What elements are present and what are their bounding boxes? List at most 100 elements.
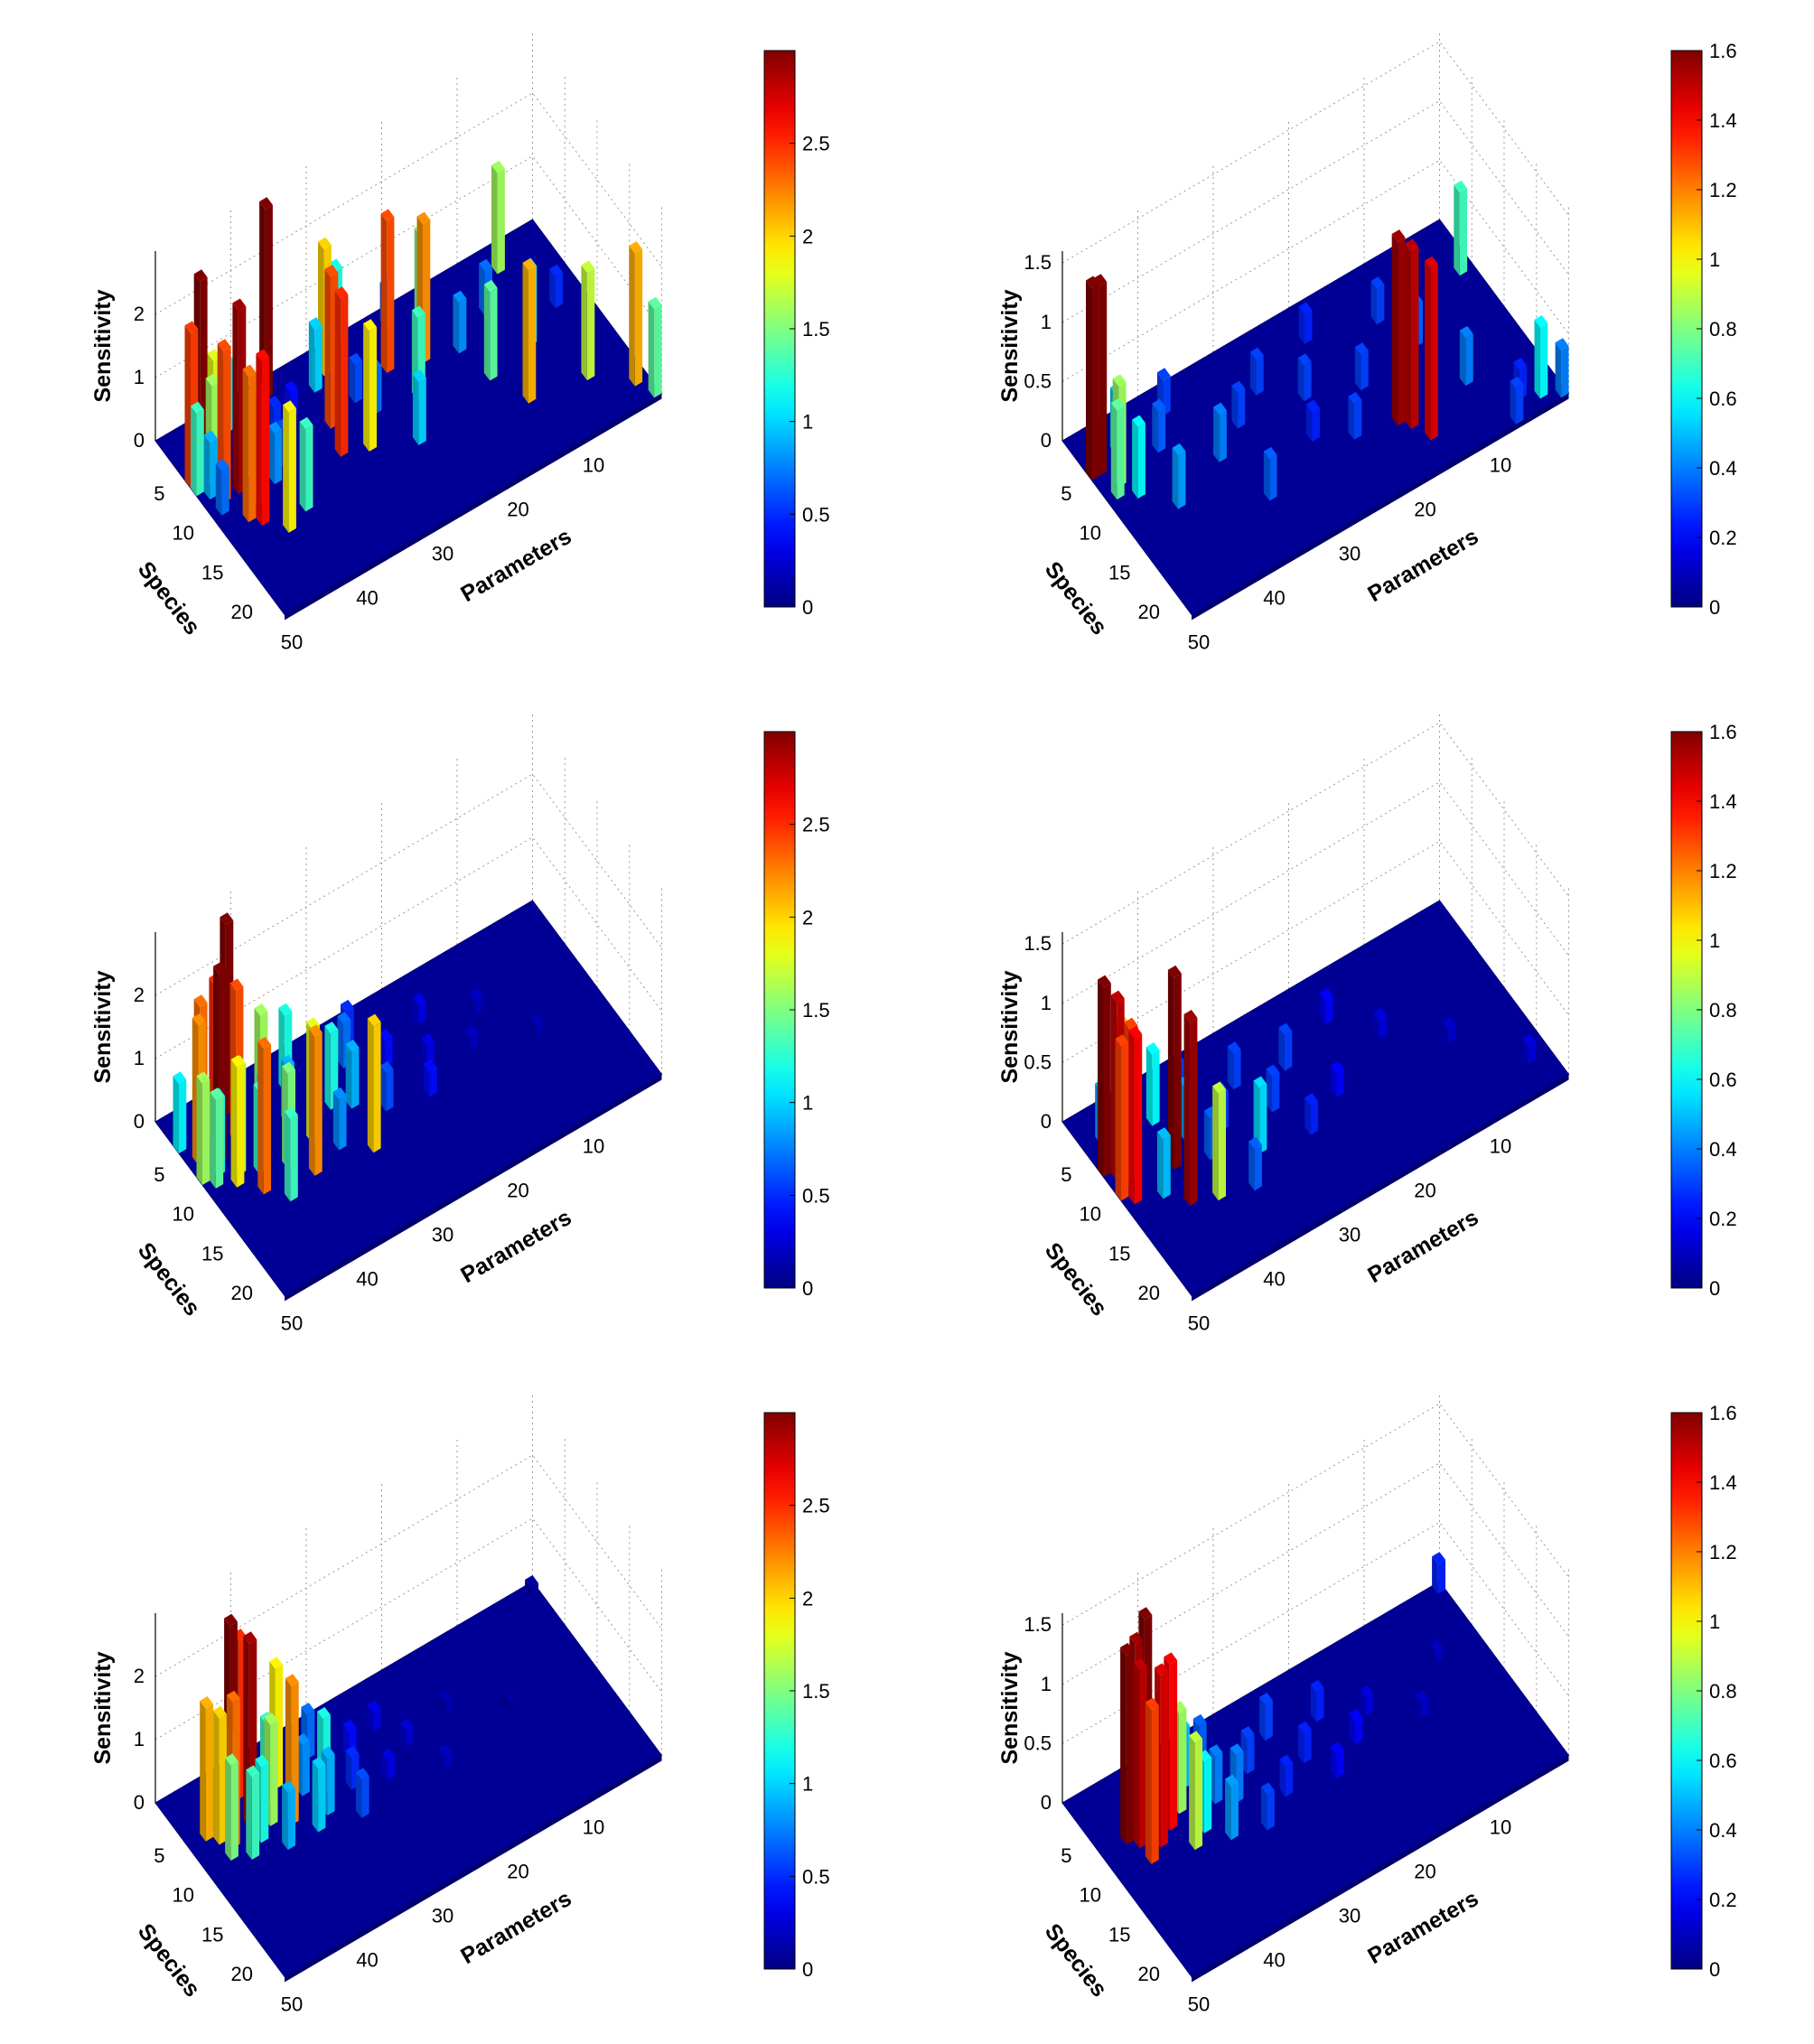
- bar: [648, 296, 662, 398]
- x-tick-label: 20: [507, 1861, 528, 1883]
- bar: [491, 160, 505, 275]
- bar: [355, 1768, 369, 1818]
- bar: [308, 317, 323, 393]
- bar: [268, 421, 283, 485]
- bar: [334, 286, 349, 457]
- y-tick-label: 20: [1138, 1282, 1160, 1304]
- z-tick-label: 0: [134, 1791, 145, 1814]
- x-tick-label: 40: [1263, 1949, 1285, 1972]
- z-tick-label: 0.5: [1024, 1731, 1052, 1754]
- y-axis-label: Species: [133, 557, 205, 640]
- bars: [184, 160, 662, 533]
- z-tick-label: 1: [1041, 992, 1052, 1014]
- y-axis-label: Species: [1040, 1238, 1112, 1321]
- y-tick-label: 5: [1061, 482, 1071, 505]
- x-tick-label: 10: [583, 1135, 604, 1158]
- x-tick-label: 10: [1490, 1135, 1511, 1158]
- chart-panel-bottom-right: 0 0.5 1 1.5 Sensitivity 10 20 30 40 50 Parameters 5…: [907, 1362, 1814, 2043]
- z-tick-label: 1.5: [1024, 1613, 1052, 1636]
- colorbar-tick-label: 1.6: [1709, 40, 1737, 62]
- bar: [1167, 965, 1182, 1171]
- colorbar-tick-label: 0.2: [1709, 1889, 1737, 1911]
- bar: [1145, 1697, 1159, 1864]
- grid-line: [154, 773, 662, 996]
- bar: [1098, 975, 1111, 1178]
- bar: [1297, 1721, 1312, 1764]
- chart-panel-bottom-left: 0 1 2 Sensitivity 10 20 30 40 50 Parameters 5 10 15 2…: [0, 1362, 907, 2043]
- colorbar-tick-label: 0.8: [1709, 999, 1737, 1022]
- bar: [412, 369, 426, 445]
- colorbar-tick-label: 0: [802, 596, 813, 619]
- grid-line: [1061, 100, 1569, 323]
- chart-svg: 012Sensitivity1020304050Parameters510152…: [90, 711, 830, 1335]
- grid-line: [1061, 781, 1569, 1004]
- colorbar-tick-label: 1.4: [1709, 109, 1737, 132]
- x-axis-label: Parameters: [1363, 1886, 1482, 1969]
- z-tick-label: 0: [134, 429, 145, 452]
- bar: [1415, 1690, 1429, 1718]
- y-axis-label: Species: [133, 1238, 205, 1321]
- x-tick-label: 40: [356, 587, 378, 610]
- grid-line: [154, 155, 662, 378]
- grid-line: [154, 1517, 662, 1741]
- bar: [464, 1025, 479, 1050]
- bar: [363, 319, 377, 452]
- y-tick-label: 5: [1061, 1163, 1071, 1186]
- bar: [1373, 1007, 1388, 1039]
- x-tick-label: 30: [1339, 543, 1360, 565]
- bar: [1266, 1064, 1280, 1113]
- colorbar-tick-label: 0.4: [1709, 1138, 1737, 1161]
- y-tick-label: 20: [1138, 1963, 1160, 1985]
- z-tick-label: 0: [1041, 429, 1052, 452]
- bar: [367, 1700, 381, 1732]
- z-tick-label: 2: [134, 984, 145, 1006]
- colorbar-tick-label: 1: [802, 1773, 813, 1796]
- chart-panel-middle-left: 0 1 2 Sensitivity 10 20 30 40 50 Parameters 5 10 15 2…: [0, 681, 907, 1362]
- bar: [1225, 1774, 1239, 1841]
- z-tick-label: 1.5: [1024, 251, 1052, 274]
- bar: [173, 1071, 187, 1153]
- bars: [173, 912, 543, 1202]
- bar: [324, 1022, 339, 1110]
- bar: [191, 401, 204, 497]
- bar: [379, 1029, 393, 1067]
- x-tick-label: 20: [507, 499, 528, 521]
- z-tick-label: 2: [134, 1665, 145, 1687]
- colorbar-tick-label: 0.5: [802, 1184, 830, 1207]
- grid-line: [1061, 722, 1569, 945]
- colorbar-tick-label: 2.5: [802, 1495, 830, 1517]
- bar: [349, 352, 363, 404]
- colorbar-tick-label: 0.2: [1709, 527, 1737, 549]
- bar: [1310, 1679, 1324, 1722]
- x-tick-label: 10: [1490, 454, 1511, 477]
- x-tick-label: 40: [356, 1268, 378, 1291]
- colorbar-tick-label: 1.4: [1709, 1471, 1737, 1494]
- bar: [1133, 1657, 1147, 1849]
- bar: [1405, 238, 1419, 429]
- bar: [1555, 338, 1569, 398]
- colorbar-tick-label: 0.8: [1709, 1680, 1737, 1703]
- grid-line: [154, 836, 662, 1059]
- bar: [345, 1040, 360, 1109]
- y-tick-label: 5: [154, 482, 164, 505]
- z-tick-label: 1: [1041, 311, 1052, 333]
- bar: [525, 1575, 538, 1594]
- x-axis-label: Parameters: [456, 1205, 575, 1288]
- bar: [1259, 1693, 1273, 1741]
- bar: [399, 1718, 414, 1747]
- bar: [1424, 256, 1438, 441]
- bar: [1304, 1093, 1318, 1135]
- bar: [1145, 1042, 1160, 1126]
- bar: [1442, 1016, 1456, 1043]
- colorbar-tick-label: 1: [1709, 1610, 1720, 1633]
- x-tick-label: 50: [281, 1312, 303, 1335]
- y-tick-label: 15: [201, 561, 223, 583]
- y-tick-label: 20: [231, 601, 253, 623]
- x-tick-label: 40: [356, 1949, 378, 1972]
- bar: [1510, 376, 1524, 425]
- y-tick-label: 5: [154, 1844, 164, 1867]
- x-axis-label: Parameters: [1363, 1205, 1482, 1288]
- bar: [1213, 402, 1227, 462]
- bar: [282, 1780, 295, 1851]
- bar: [1306, 399, 1320, 443]
